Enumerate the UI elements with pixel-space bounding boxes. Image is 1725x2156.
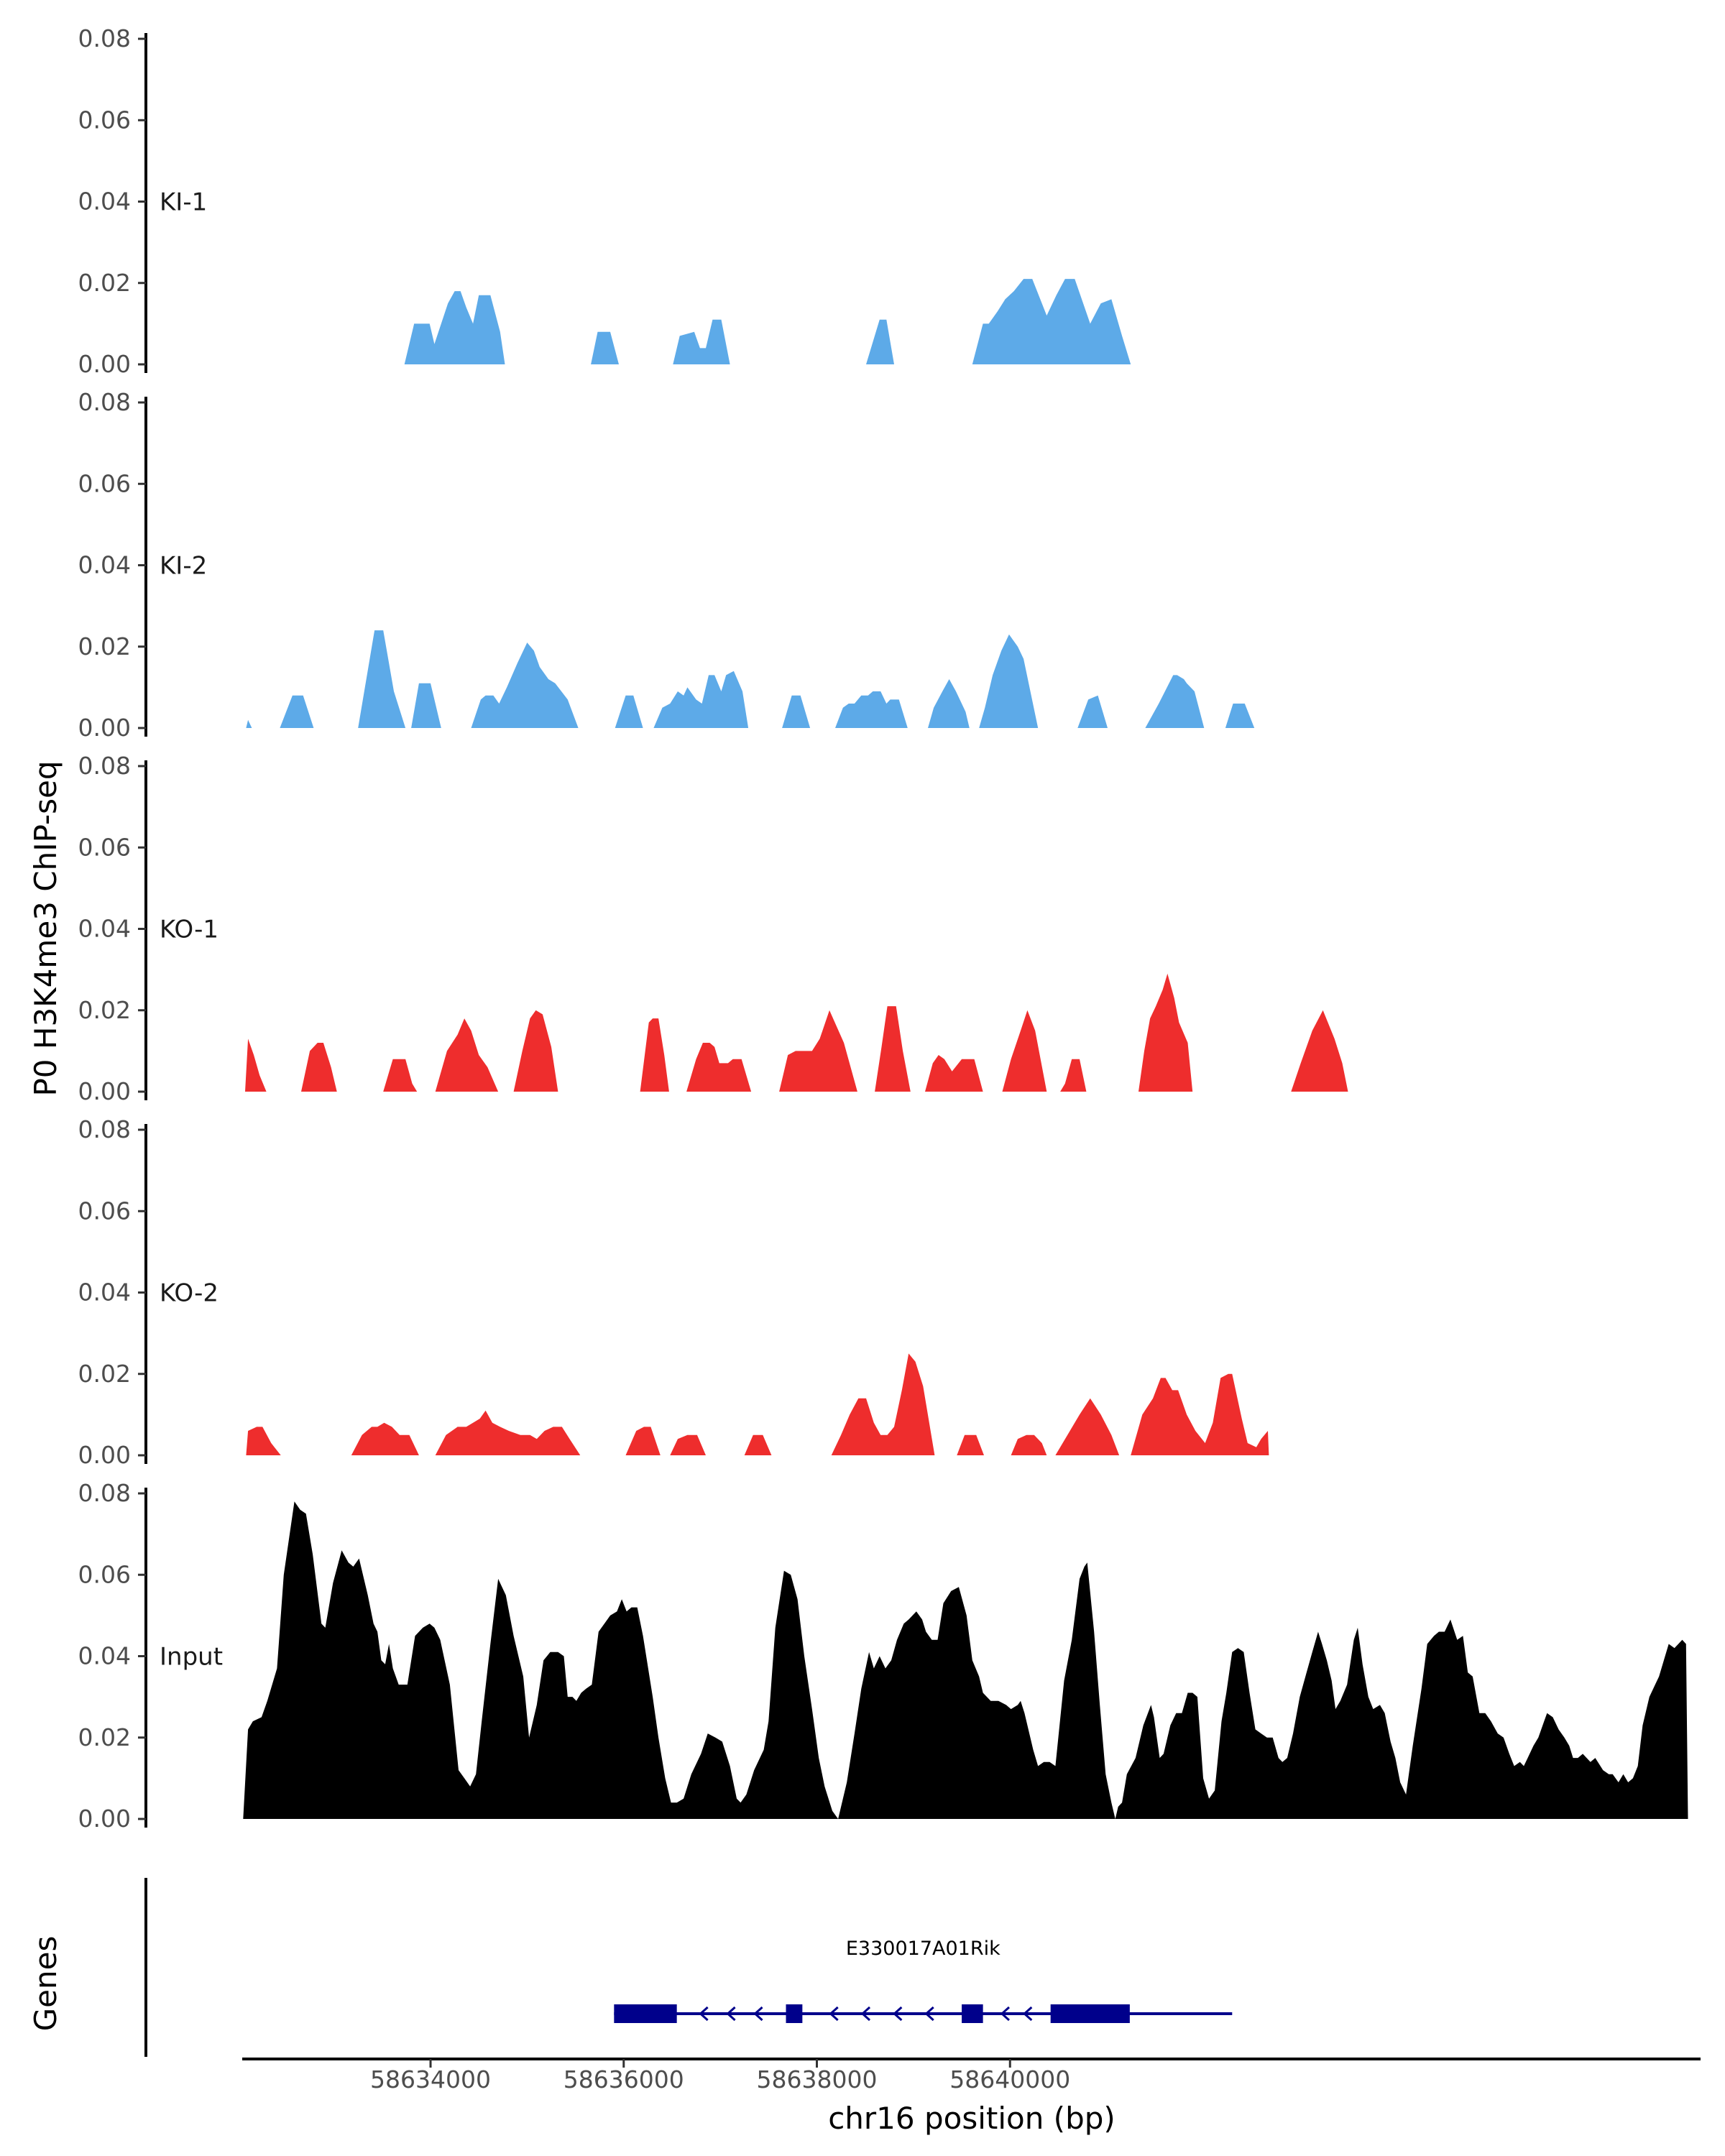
x-axis-title: chr16 position (bp) — [828, 2101, 1116, 2136]
y-tick-label: 0.00 — [78, 350, 131, 378]
gene-exon — [614, 2004, 677, 2023]
coverage-area-ko-1 — [245, 973, 1348, 1092]
y-tick-label: 0.04 — [78, 915, 131, 943]
strand-arrow — [1000, 2006, 1010, 2022]
y-tick-label: 0.02 — [78, 1360, 131, 1388]
y-tick-label: 0.08 — [78, 24, 131, 52]
strand-arrow — [726, 2006, 736, 2022]
y-tick-label: 0.02 — [78, 632, 131, 660]
x-axis: 58634000 58636000 58638000 58640000 chr16 p… — [242, 2058, 1701, 2136]
y-tick-label: 0.04 — [78, 551, 131, 579]
y-tick-label: 0.00 — [78, 1441, 131, 1469]
y-tick-label: 0.08 — [78, 388, 131, 416]
y-tick-label: 0.00 — [78, 1805, 131, 1833]
x-tick-label: 58638000 — [757, 2065, 878, 2093]
strand-arrow — [699, 2006, 709, 2022]
strand-arrow — [753, 2006, 763, 2022]
track-panel-input: 0.00 0.02 0.04 0.06 0.08 Input — [78, 1479, 1688, 1833]
track-label: KI-1 — [160, 188, 207, 217]
gene-model: E330017A01Rik — [614, 1938, 1233, 2023]
y-tick-label: 0.02 — [78, 269, 131, 297]
x-ticks: 58634000 58636000 58638000 58640000 — [370, 2059, 1070, 2093]
y-tick-label: 0.04 — [78, 1279, 131, 1307]
y-tick-label: 0.06 — [78, 469, 131, 497]
strand-arrow — [860, 2006, 871, 2022]
strand-arrow — [893, 2006, 903, 2022]
y-tick-label: 0.00 — [78, 714, 131, 742]
track-panel-ko-2: 0.00 0.02 0.04 0.06 0.08 KO-2 — [78, 1115, 1269, 1469]
track-label: KI-2 — [160, 552, 207, 581]
y-tick-label: 0.08 — [78, 752, 131, 780]
y-tick-label: 0.08 — [78, 1479, 131, 1507]
gene-exon — [962, 2004, 983, 2023]
y-tick-label: 0.06 — [78, 1197, 131, 1225]
track-label: Input — [160, 1643, 223, 1672]
track-label: KO-1 — [160, 916, 218, 944]
coverage-panels: 0.00 0.02 0.04 0.06 0.08 KI-1 0.00 0.02 0.04 0.06… — [78, 24, 1688, 1833]
y-tick-label: 0.06 — [78, 106, 131, 134]
y-tick-label: 0.04 — [78, 1642, 131, 1670]
y-tick-label: 0.06 — [78, 1560, 131, 1588]
coverage-area-ki-2 — [246, 630, 1255, 728]
gene-exon — [786, 2004, 803, 2023]
gene-models: E330017A01Rik — [614, 1938, 1233, 2023]
track-panel-ki-1: 0.00 0.02 0.04 0.06 0.08 KI-1 — [78, 24, 1131, 378]
genes-panel: Genes E330017A01Rik — [28, 1878, 1233, 2057]
gene-exon — [1050, 2004, 1130, 2023]
track-panel-ko-1: 0.00 0.02 0.04 0.06 0.08 KO-1 — [78, 752, 1348, 1105]
y-tick-label: 0.02 — [78, 996, 131, 1024]
track-label: KO-2 — [160, 1279, 218, 1308]
coverage-area-ki-1 — [404, 279, 1131, 364]
x-tick-label: 58640000 — [949, 2065, 1070, 2093]
y-tick-label: 0.08 — [78, 1115, 131, 1143]
y-tick-label: 0.06 — [78, 833, 131, 861]
genes-axis-title: Genes — [28, 1936, 63, 2032]
strand-arrow — [1023, 2006, 1033, 2022]
coverage-area-ko-2 — [246, 1353, 1269, 1455]
track-panel-ki-2: 0.00 0.02 0.04 0.06 0.08 KI-2 — [78, 388, 1255, 742]
x-tick-label: 58634000 — [370, 2065, 491, 2093]
y-tick-label: 0.02 — [78, 1723, 131, 1751]
strand-arrow — [829, 2006, 839, 2022]
y-axis-title: P0 H3K4me3 ChIP-seq — [28, 760, 63, 1096]
coverage-area-input — [243, 1501, 1688, 1819]
gene-name-label: E330017A01Rik — [846, 1938, 1000, 1960]
y-tick-label: 0.00 — [78, 1077, 131, 1105]
x-tick-label: 58636000 — [564, 2065, 684, 2093]
strand-arrow — [924, 2006, 934, 2022]
y-tick-label: 0.04 — [78, 188, 131, 216]
